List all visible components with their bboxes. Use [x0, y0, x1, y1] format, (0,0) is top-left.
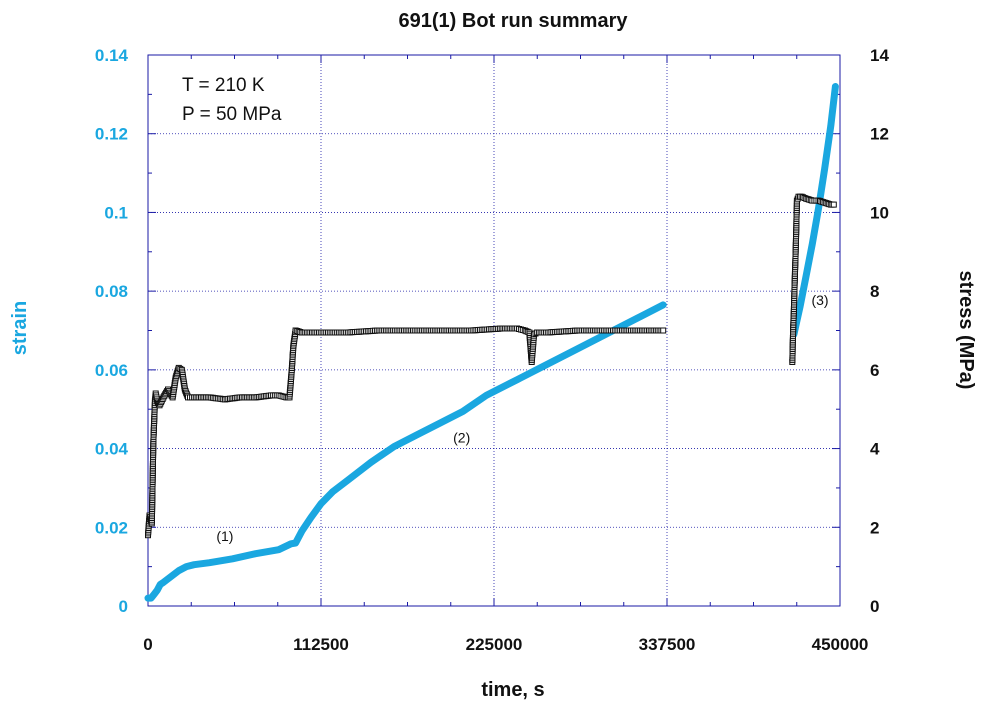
segment-label: (1): [216, 528, 233, 544]
stress-point: [830, 201, 837, 208]
left-axis-ticks: 0 0.02 0.04 0.06 0.08 0.1 0.12 0.14: [95, 46, 129, 616]
right-tick-label: 4: [870, 440, 880, 459]
right-tick-label: 10: [870, 203, 889, 222]
left-tick-label: 0.08: [95, 282, 128, 301]
x-tick-label: 112500: [293, 635, 349, 654]
segment-label: (3): [811, 292, 828, 308]
left-tick-label: 0.06: [95, 361, 128, 380]
left-tick-label: 0.14: [95, 46, 129, 65]
x-tick-label: 225000: [466, 635, 523, 654]
left-tick-label: 0.12: [95, 125, 128, 144]
left-tick-label: 0.1: [104, 203, 128, 222]
right-tick-label: 6: [870, 361, 879, 380]
x-tick-label: 0: [143, 635, 152, 654]
stress-line-segment: [147, 328, 664, 536]
segment-label: (2): [453, 430, 470, 446]
right-tick-label: 0: [870, 597, 879, 616]
x-axis-title: time, s: [481, 679, 544, 701]
left-tick-label: 0.04: [95, 440, 129, 459]
right-axis-ticks: 0 2 4 6 8 10 12 14: [870, 46, 889, 616]
left-tick-label: 0: [119, 597, 128, 616]
right-axis-title: stress (MPa): [955, 271, 977, 390]
x-tick-label: 450000: [812, 635, 869, 654]
grid-lines: [147, 54, 841, 607]
plot-frame: [147, 54, 841, 607]
right-tick-label: 8: [870, 282, 879, 301]
strain-line-segment: [144, 301, 667, 602]
right-tick-label: 2: [870, 518, 879, 537]
strain-line-segment: [790, 83, 839, 338]
chart-title: 691(1) Bot run summary: [399, 10, 629, 32]
segment-labels: (1) (2) (3): [216, 292, 828, 544]
left-axis-title: strain: [9, 301, 31, 355]
strain-series: [144, 83, 839, 602]
pressure-annotation: P = 50 MPa: [182, 104, 282, 125]
x-tick-label: 337500: [639, 635, 696, 654]
stress-point: [660, 327, 667, 334]
right-tick-label: 12: [870, 125, 889, 144]
stress-series: [145, 193, 837, 539]
left-tick-label: 0.02: [95, 518, 128, 537]
x-axis-ticks: 0 112500 225000 337500 450000: [143, 635, 868, 654]
right-tick-label: 14: [870, 46, 889, 65]
temperature-annotation: T = 210 K: [182, 75, 265, 96]
